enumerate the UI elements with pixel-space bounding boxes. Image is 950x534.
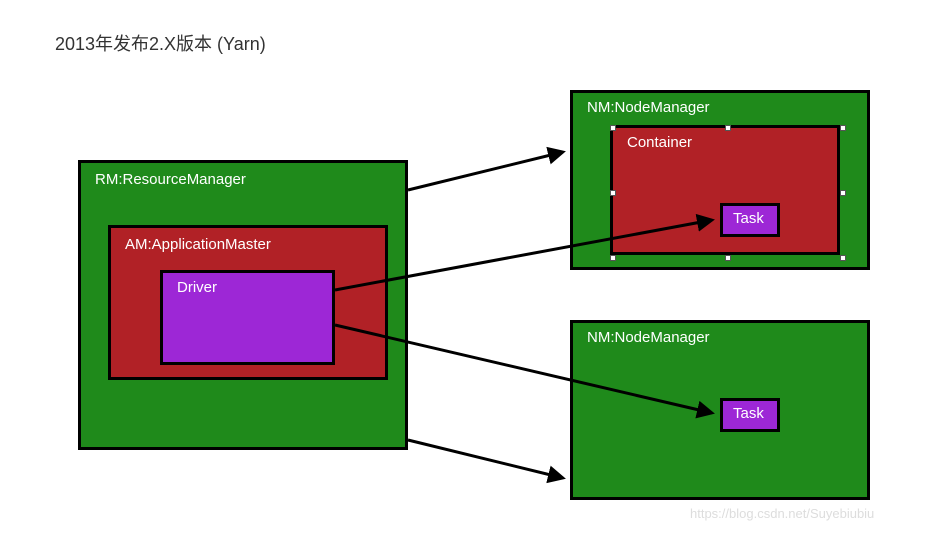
arrow <box>408 440 563 478</box>
selection-handle <box>610 190 616 196</box>
task-1-label: Task <box>733 210 764 227</box>
driver-box: Driver <box>160 270 335 365</box>
page-title: 2013年发布2.X版本 (Yarn) <box>55 30 266 56</box>
node-manager-2-label: NM:NodeManager <box>587 329 710 346</box>
selection-handle <box>610 125 616 131</box>
selection-handle <box>840 255 846 261</box>
driver-label: Driver <box>177 279 217 296</box>
container-label: Container <box>627 134 692 151</box>
selection-handle <box>725 255 731 261</box>
resource-manager-label: RM:ResourceManager <box>95 171 246 188</box>
application-master-label: AM:ApplicationMaster <box>125 236 271 253</box>
selection-handle <box>840 125 846 131</box>
selection-handle <box>725 125 731 131</box>
arrow <box>408 152 563 190</box>
watermark-text: https://blog.csdn.net/Suyebiubiu <box>690 506 874 521</box>
task-2-box: Task <box>720 398 780 432</box>
selection-handle <box>840 190 846 196</box>
node-manager-1-label: NM:NodeManager <box>587 99 710 116</box>
task-2-label: Task <box>733 405 764 422</box>
task-1-box: Task <box>720 203 780 237</box>
selection-handle <box>610 255 616 261</box>
